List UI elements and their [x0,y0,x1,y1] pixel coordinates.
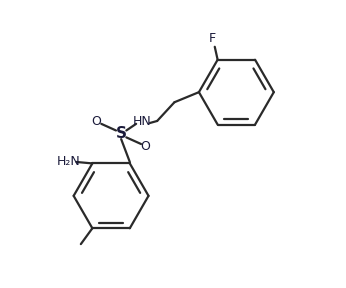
Text: HN: HN [133,115,151,128]
Text: F: F [208,32,216,45]
Text: H₂N: H₂N [57,156,80,168]
Text: O: O [92,115,102,128]
Text: S: S [116,126,127,141]
Text: O: O [141,139,151,153]
